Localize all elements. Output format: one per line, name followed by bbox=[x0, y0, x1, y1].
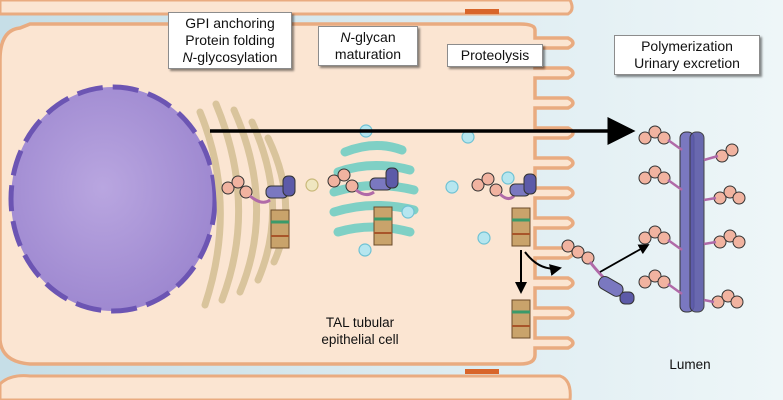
uromodulin-er bbox=[221, 175, 296, 249]
label-gpi-anchoring: GPI anchoring Protein folding N-glycosyl… bbox=[168, 12, 292, 69]
uromodulin-apical bbox=[471, 172, 537, 339]
label-lumen: Lumen bbox=[669, 357, 711, 372]
label-tal-cell: TAL tubular epithelial cell bbox=[300, 314, 420, 348]
label-n-glycan-maturation: N-glycan maturation bbox=[318, 26, 418, 66]
neighbor-cell-top bbox=[0, 0, 574, 16]
label-proteolysis-text: Proteolysis bbox=[460, 47, 530, 63]
n-glycan-rest: -glycan bbox=[350, 29, 396, 45]
n-glycosylation-rest: -glycosylation bbox=[192, 49, 278, 65]
tight-junction-top bbox=[465, 9, 499, 14]
label-polymerization-text: Polymerization bbox=[641, 38, 733, 54]
neighbor-cell-bottom bbox=[0, 374, 572, 400]
label-polymerization: Polymerization Urinary excretion bbox=[614, 35, 760, 75]
label-maturation: maturation bbox=[334, 46, 402, 62]
uromodulin-golgi bbox=[327, 167, 399, 246]
n-italic: N bbox=[182, 49, 193, 65]
uromodulin-polymer bbox=[638, 125, 746, 313]
polymerization-arrow bbox=[599, 244, 650, 273]
nuclear-envelope bbox=[8, 84, 218, 314]
n-italic-2: N bbox=[340, 29, 351, 45]
tight-junction-bottom bbox=[465, 369, 499, 374]
uromodulin-released bbox=[561, 239, 635, 305]
nucleus bbox=[11, 87, 215, 311]
label-gpi-anchoring-line1: GPI anchoring bbox=[185, 15, 275, 31]
label-n-glycosylation: N-glycosylation bbox=[175, 49, 285, 66]
label-n-glycan: N-glycan bbox=[325, 29, 411, 46]
label-proteolysis: Proteolysis bbox=[447, 44, 543, 67]
label-tal-tubular: TAL tubular bbox=[325, 315, 395, 330]
release-arrow bbox=[524, 251, 562, 276]
label-epithelial-cell: epithelial cell bbox=[321, 332, 399, 347]
label-urinary-excretion: Urinary excretion bbox=[634, 55, 740, 71]
label-protein-folding: Protein folding bbox=[185, 32, 275, 48]
er-vesicle bbox=[305, 178, 319, 192]
